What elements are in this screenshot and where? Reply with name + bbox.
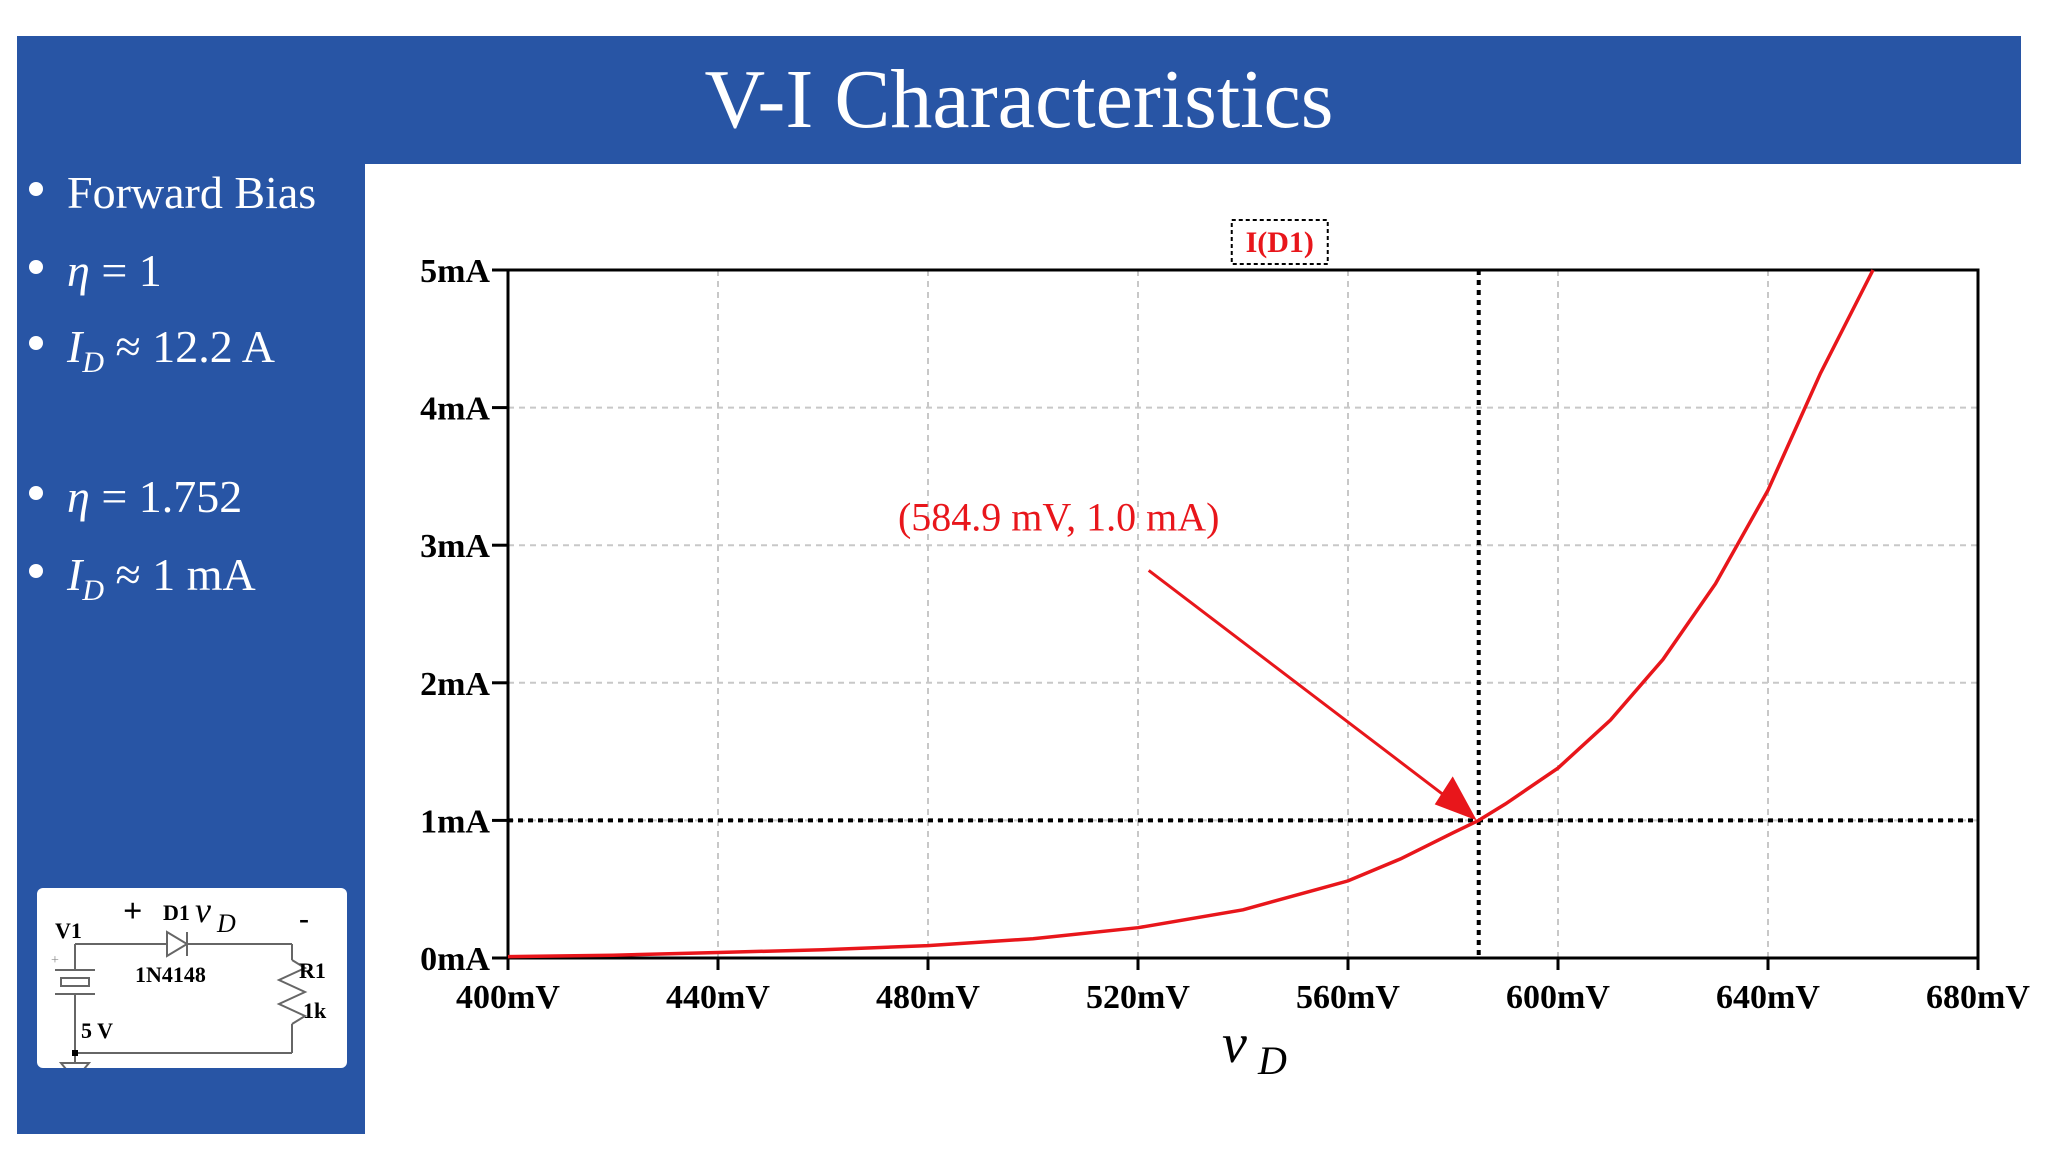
bullet-dot-icon: [29, 486, 43, 500]
chart-area: 400mV 440mV 480mV 520mV 560mV 600mV 640mV 680mV…: [380, 180, 2040, 1100]
diode-part: 1N4148: [135, 962, 206, 987]
current-subscript: D: [82, 346, 104, 379]
series-line-id1: [508, 270, 1873, 957]
grid-layer: [508, 270, 1978, 958]
tick-layer: 400mV 440mV 480mV 520mV 560mV 600mV 640mV 680mV…: [420, 253, 2030, 1016]
annotation-label: (584.9 mV, 1.0 mA): [898, 494, 1219, 539]
diode-symbol: [167, 932, 187, 956]
eta-symbol: η: [67, 471, 90, 522]
current-symbol: I: [67, 321, 82, 372]
vi-chart: 400mV 440mV 480mV 520mV 560mV 600mV 640mV 680mV…: [380, 180, 2040, 1100]
annotation-arrow-line: [1149, 570, 1459, 806]
title-bar: V-I Characteristics: [17, 36, 2021, 164]
circuit-diagram: V1 + 5 V + D1 v D - 1N4148 R1 1k: [37, 888, 347, 1068]
plus-sign: +: [123, 893, 142, 930]
x-tick-label: 600mV: [1506, 979, 1610, 1016]
bullet-dot-icon: [29, 336, 43, 350]
voltage-subscript: D: [216, 909, 236, 938]
y-tick-label: 2mA: [420, 666, 490, 703]
bullet-forward-bias: Forward Bias: [29, 166, 316, 219]
y-tick-label: 5mA: [420, 253, 490, 290]
bullet-eta-2: η = 1.752: [29, 470, 242, 523]
sidebar-panel: Forward Bias η = 1 ID ≈ 12.2 A η = 1.752…: [17, 164, 365, 1134]
x-axis-label-symbol: v: [1222, 1013, 1247, 1075]
bullet-id-2: ID ≈ 1 mA: [29, 548, 256, 608]
node-dot: [72, 1050, 78, 1056]
annotation-layer: (584.9 mV, 1.0 mA): [898, 494, 1477, 820]
source-label: V1: [55, 918, 82, 943]
y-tick-label: 4mA: [420, 391, 490, 428]
bullet-text: Forward Bias: [67, 167, 316, 218]
bullet-relation: = 1.752: [101, 471, 242, 522]
x-tick-label: 480mV: [876, 979, 980, 1016]
ground-icon: [61, 1063, 89, 1068]
bullet-relation: ≈ 12.2 A: [116, 321, 275, 372]
x-tick-label: 680mV: [1926, 979, 2030, 1016]
circuit-schematic: V1 + 5 V + D1 v D - 1N4148 R1 1k: [37, 888, 347, 1068]
eta-symbol: η: [67, 245, 90, 296]
diode-label: D1: [163, 900, 190, 925]
legend-label: I(D1): [1246, 226, 1314, 259]
x-tick-label: 640mV: [1716, 979, 1820, 1016]
source-value: 5 V: [81, 1018, 113, 1043]
voltage-symbol: v: [195, 890, 211, 930]
x-tick-label: 400mV: [456, 979, 560, 1016]
y-tick-label: 1mA: [420, 803, 490, 840]
annotation-arrow-head: [1435, 776, 1477, 820]
bullet-dot-icon: [29, 564, 43, 578]
marker-layer: [508, 270, 1978, 958]
bullet-relation: ≈ 1 mA: [116, 549, 256, 600]
current-symbol: I: [67, 549, 82, 600]
y-tick-label: 0mA: [420, 941, 490, 978]
x-axis-label-subscript: D: [1257, 1038, 1287, 1083]
y-tick-label: 3mA: [420, 528, 490, 565]
bullet-relation: = 1: [101, 245, 161, 296]
x-tick-label: 520mV: [1086, 979, 1190, 1016]
bullet-eta-1: η = 1: [29, 244, 162, 297]
resistor-label: R1: [299, 958, 326, 983]
plot-frame: [508, 270, 1978, 958]
x-tick-label: 560mV: [1296, 979, 1400, 1016]
battery-cell: [61, 978, 89, 986]
source-plus: +: [51, 953, 59, 968]
minus-sign: -: [299, 902, 309, 935]
resistor-value: 1k: [303, 998, 327, 1023]
x-tick-label: 440mV: [666, 979, 770, 1016]
current-subscript: D: [82, 574, 104, 607]
slide-title: V-I Characteristics: [17, 36, 2021, 164]
bullet-id-1: ID ≈ 12.2 A: [29, 320, 275, 380]
bullet-dot-icon: [29, 260, 43, 274]
bullet-dot-icon: [29, 182, 43, 196]
